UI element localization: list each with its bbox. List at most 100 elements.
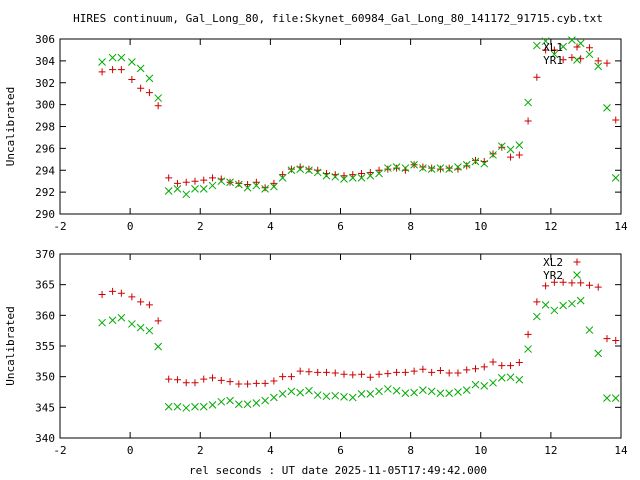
- bottom-point-xl2: [322, 368, 330, 376]
- bottom-point-yr2: [182, 404, 191, 412]
- bottom-point-yr2: [305, 386, 313, 395]
- bottom-point-yr2: [322, 392, 331, 401]
- top-point-yr1: [532, 41, 541, 50]
- bottom-point-xl2: [209, 374, 217, 382]
- top-point-yr1: [445, 165, 454, 174]
- x-axis-label: rel seconds : UT date 2025-11-05T17:49:4…: [189, 464, 487, 477]
- bottom-point-yr2: [208, 401, 217, 409]
- bottom-point-xl2: [585, 281, 593, 289]
- top-point-yr1: [252, 181, 261, 190]
- bottom-point-yr2: [410, 388, 418, 397]
- bottom-point-xl2: [471, 365, 479, 373]
- top-point-xl1: [366, 168, 374, 176]
- top-legend-label-xl1: XL1: [543, 41, 563, 54]
- top-point-xl1: [349, 171, 357, 179]
- bottom-y-tick-label: 350: [35, 371, 55, 384]
- top-point-yr1: [234, 180, 243, 189]
- top-point-xl1: [507, 153, 515, 161]
- bottom-point-yr2: [278, 389, 287, 398]
- top-point-xl1: [182, 178, 190, 186]
- bottom-legend-label-yr2: YR2: [543, 269, 563, 282]
- top-point-yr1: [357, 174, 366, 182]
- bottom-point-yr2: [243, 400, 252, 409]
- top-point-yr1: [331, 172, 340, 181]
- bottom-point-yr2: [296, 388, 305, 397]
- bottom-point-xl2: [594, 283, 602, 291]
- top-point-xl1: [463, 162, 471, 170]
- bottom-point-yr2: [357, 389, 366, 398]
- top-y-tick-label: 292: [35, 186, 55, 199]
- top-point-xl1: [191, 177, 199, 185]
- top-point-yr1: [128, 58, 136, 66]
- bottom-point-xl2: [244, 380, 252, 388]
- top-point-yr1: [340, 175, 348, 183]
- top-point-yr1: [226, 178, 234, 187]
- top-x-tick-label: 0: [127, 220, 134, 233]
- bottom-point-yr2: [313, 391, 322, 399]
- bottom-point-xl2: [419, 365, 427, 373]
- top-y-tick-label: 294: [35, 164, 55, 177]
- bottom-legend-marker-yr2: [573, 271, 581, 279]
- top-point-yr1: [462, 160, 471, 169]
- top-point-yr1: [594, 62, 603, 71]
- bottom-point-yr2: [462, 386, 471, 395]
- bottom-point-xl2: [165, 375, 173, 383]
- bottom-ticks: -2 0 2 4 6 8 10 12 14 340 345 350 355 360 365 370: [35, 248, 628, 457]
- bottom-point-xl2: [542, 282, 550, 290]
- bottom-point-yr2: [375, 387, 383, 396]
- top-point-xl1: [128, 75, 136, 83]
- top-point-yr1: [383, 164, 392, 172]
- bottom-legend-label-xl2: XL2: [543, 256, 563, 269]
- bottom-point-yr2: [383, 385, 392, 393]
- top-point-xl1: [436, 165, 444, 173]
- bottom-point-xl2: [128, 293, 136, 301]
- bottom-point-xl2: [287, 373, 295, 381]
- top-x-tick-label: 12: [544, 220, 557, 233]
- bottom-point-yr2: [287, 387, 296, 396]
- bottom-point-xl2: [340, 370, 348, 378]
- bottom-point-yr2: [128, 320, 136, 328]
- bottom-point-xl2: [612, 336, 620, 344]
- bottom-point-yr2: [199, 402, 208, 411]
- top-point-xl1: [489, 150, 497, 158]
- bottom-point-xl2: [358, 370, 366, 378]
- bottom-point-xl2: [559, 278, 567, 286]
- top-legend-marker-yr1: [573, 56, 581, 64]
- bottom-point-yr2: [506, 373, 515, 382]
- bottom-point-xl2: [428, 368, 436, 376]
- top-point-yr1: [497, 142, 506, 151]
- bottom-point-yr2: [454, 388, 462, 396]
- top-point-xl1: [209, 174, 217, 182]
- bottom-point-xl2: [480, 363, 488, 371]
- top-point-yr1: [568, 36, 576, 44]
- top-point-yr1: [375, 169, 383, 178]
- top-point-yr1: [515, 141, 524, 149]
- top-point-xl1: [137, 84, 145, 92]
- bottom-point-xl2: [200, 375, 208, 383]
- bottom-point-yr2: [191, 402, 199, 411]
- bottom-point-yr2: [576, 296, 585, 305]
- top-point-yr1: [419, 164, 427, 172]
- bottom-x-tick-label: 2: [197, 444, 204, 457]
- bottom-point-yr2: [366, 389, 375, 398]
- top-point-xl1: [533, 73, 541, 81]
- top-point-yr1: [541, 37, 550, 46]
- top-point-yr1: [164, 187, 173, 195]
- top-y-axis-label: Uncalibrated: [4, 87, 17, 166]
- bottom-x-tick-label: 4: [267, 444, 274, 457]
- bottom-point-yr2: [136, 323, 145, 332]
- top-point-yr1: [489, 151, 497, 159]
- bottom-point-yr2: [445, 389, 454, 398]
- top-point-yr1: [199, 184, 208, 193]
- top-point-xl1: [109, 66, 117, 74]
- bottom-point-yr2: [108, 316, 117, 325]
- top-point-yr1: [270, 182, 278, 191]
- bottom-x-tick-label: 8: [407, 444, 414, 457]
- top-point-xl1: [270, 179, 278, 187]
- top-point-xl1: [252, 178, 260, 186]
- top-point-xl1: [524, 117, 532, 125]
- top-point-xl1: [244, 180, 252, 188]
- bottom-x-tick-label: 0: [127, 444, 134, 457]
- top-point-xl1: [117, 66, 125, 74]
- top-point-yr1: [392, 163, 401, 171]
